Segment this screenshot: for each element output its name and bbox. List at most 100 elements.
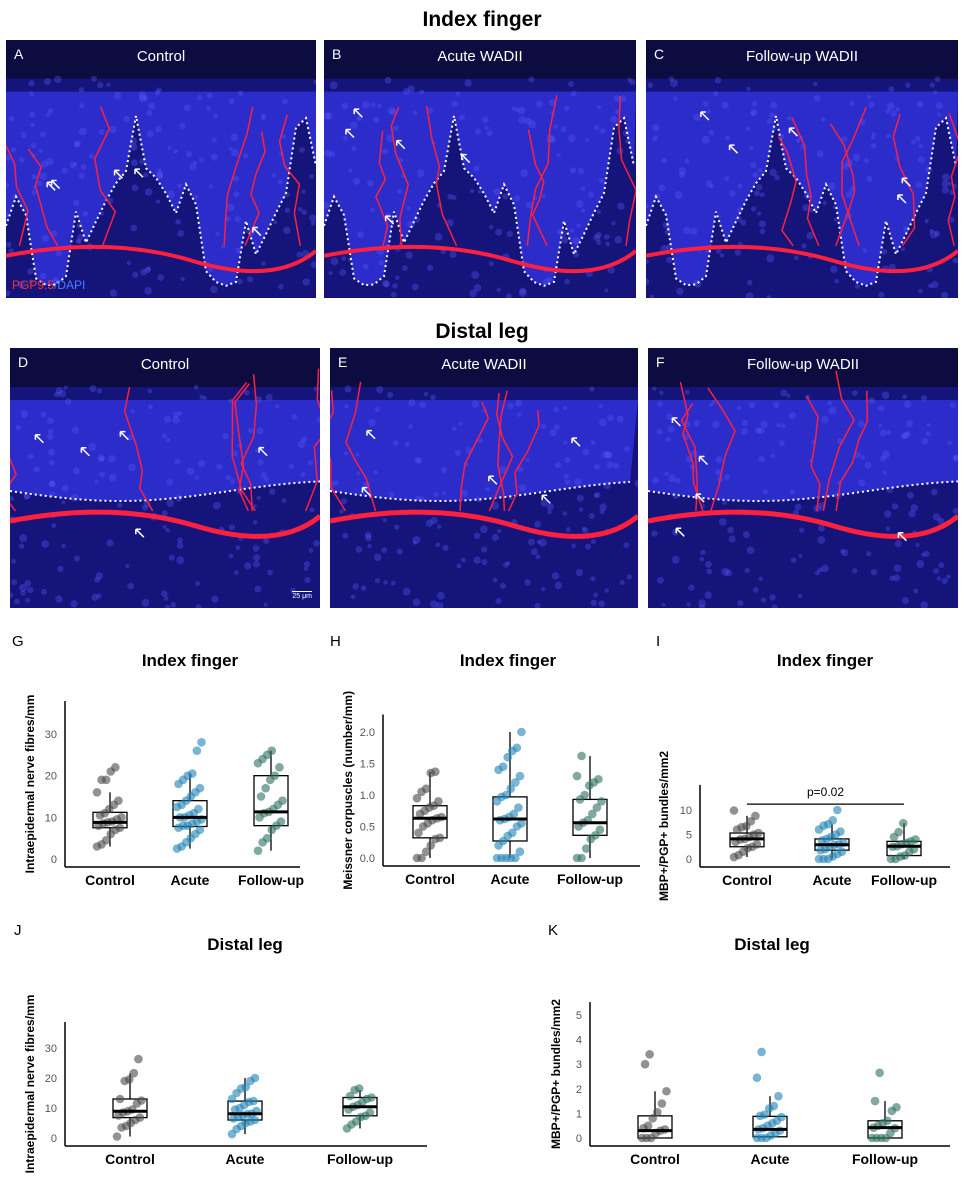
nucleus — [902, 431, 910, 440]
nucleus — [374, 406, 380, 413]
nucleus — [751, 100, 758, 107]
y-tick-label: 5 — [686, 830, 692, 842]
nucleus — [157, 274, 164, 281]
nucleus — [46, 157, 54, 166]
nucleus — [671, 555, 680, 564]
nucleus — [430, 394, 436, 401]
nucleus — [827, 400, 833, 406]
data-point — [135, 1113, 145, 1122]
nucleus — [715, 469, 722, 476]
nerve-fibre — [27, 148, 59, 247]
nucleus — [740, 427, 749, 436]
nucleus — [243, 389, 250, 396]
nucleus — [769, 168, 777, 177]
nucleus — [6, 154, 12, 161]
nucleus — [339, 509, 344, 514]
nucleus — [210, 153, 218, 161]
nucleus — [27, 453, 34, 460]
nucleus — [534, 520, 541, 528]
nucleus — [852, 153, 861, 162]
nucleus — [18, 543, 25, 549]
data-point — [836, 827, 845, 836]
data-point — [751, 811, 760, 821]
nucleus — [263, 602, 268, 607]
nucleus — [283, 226, 291, 234]
data-point — [760, 1110, 769, 1119]
nucleus — [929, 229, 934, 234]
nucleus — [367, 179, 374, 187]
nucleus — [6, 182, 9, 189]
nucleus — [627, 77, 632, 83]
nucleus — [412, 540, 417, 545]
nucleus — [261, 113, 266, 118]
nucleus — [51, 523, 57, 528]
nucleus — [404, 441, 410, 447]
nucleus — [673, 96, 678, 101]
nucleus — [540, 499, 548, 507]
nucleus — [941, 291, 949, 298]
nucleus — [936, 576, 942, 581]
nucleus — [769, 112, 775, 119]
nucleus — [328, 150, 335, 158]
data-point — [414, 828, 423, 838]
nucleus — [693, 419, 700, 427]
nucleus — [772, 401, 780, 409]
nucleus — [390, 109, 397, 116]
nucleus — [706, 109, 711, 114]
nucleus — [355, 546, 363, 553]
panel-label: B — [332, 46, 342, 62]
stain-blue: /DAPI — [54, 278, 86, 292]
data-point — [195, 825, 205, 835]
nucleus — [886, 133, 891, 139]
nucleus — [910, 504, 919, 512]
nucleus — [303, 566, 309, 572]
data-point — [512, 743, 522, 753]
y-tick-label: 1.5 — [360, 759, 375, 771]
nucleus — [161, 510, 168, 517]
nucleus — [451, 195, 457, 201]
nucleus — [39, 131, 46, 138]
nucleus — [215, 231, 220, 236]
nucleus — [482, 116, 489, 123]
panel-label: G — [12, 633, 24, 650]
nerve-fibre — [527, 129, 548, 247]
nucleus — [416, 457, 423, 464]
nucleus — [19, 156, 25, 163]
nucleus — [341, 102, 349, 110]
nucleus — [590, 440, 596, 445]
nucleus — [721, 567, 730, 576]
nucleus — [721, 499, 728, 505]
nucleus — [841, 549, 849, 557]
data-point — [833, 805, 842, 815]
data-point — [911, 835, 920, 844]
nucleus — [48, 448, 55, 456]
basement-membrane-line — [646, 115, 957, 287]
nucleus — [619, 95, 627, 103]
nucleus — [341, 256, 347, 262]
nucleus — [97, 81, 104, 89]
nucleus — [915, 181, 923, 188]
nucleus — [549, 429, 557, 437]
nerve-fibre — [778, 136, 797, 247]
nucleus — [894, 539, 902, 548]
nucleus — [599, 508, 605, 515]
nucleus — [538, 538, 547, 547]
basement-membrane-line — [330, 480, 631, 503]
nucleus — [46, 433, 54, 440]
y-axis-label: MBP+/PGP+ bundles/mm2 — [549, 999, 563, 1149]
nucleus — [166, 499, 175, 508]
nucleus — [265, 393, 273, 401]
x-tick-label: Control — [405, 871, 455, 887]
y-axis-label: Intraepidermal nerve fibres/mm — [23, 995, 37, 1174]
y-tick-label: 4 — [576, 1035, 582, 1047]
nucleus — [300, 472, 306, 478]
nucleus — [141, 598, 150, 607]
nucleus — [548, 98, 556, 107]
nucleus — [617, 202, 625, 210]
nucleus — [900, 247, 906, 252]
panel-label: E — [338, 354, 348, 370]
nucleus — [750, 111, 756, 117]
data-point — [769, 1101, 779, 1111]
nucleus — [167, 145, 172, 150]
